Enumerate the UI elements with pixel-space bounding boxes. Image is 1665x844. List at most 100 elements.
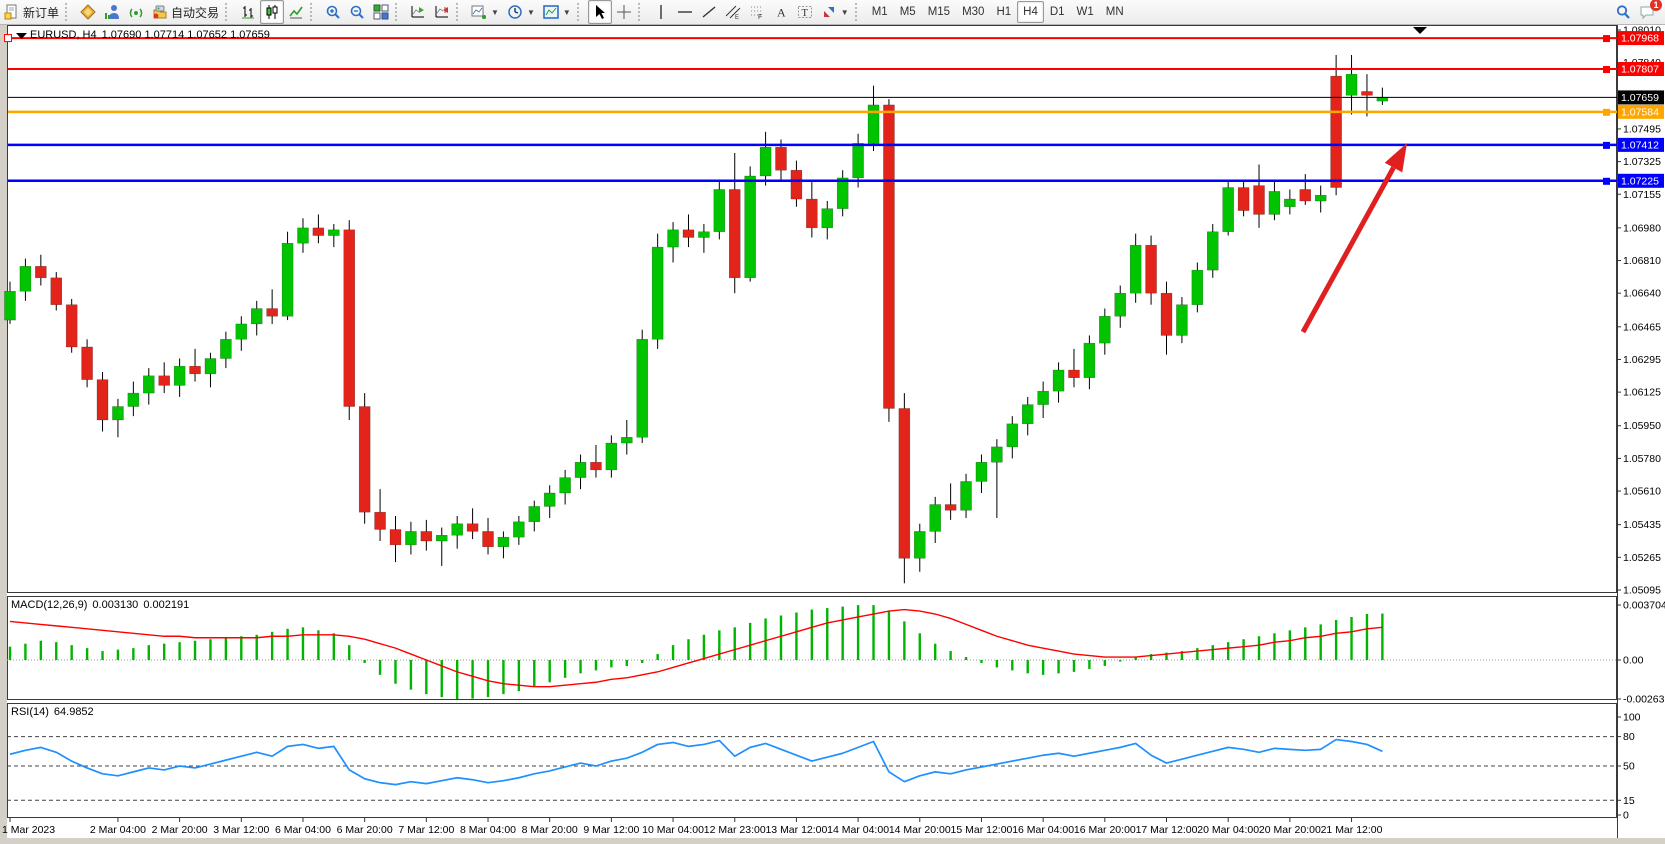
zoom-out-button[interactable] [345, 0, 369, 24]
timeframe-m30-button[interactable]: M30 [962, 6, 985, 18]
market-watch-button[interactable] [100, 0, 124, 24]
candle-up [713, 189, 726, 232]
candle-up [975, 461, 988, 482]
price-axis-background [1618, 25, 1665, 838]
arrows-icon [821, 4, 837, 20]
price-badge [1618, 31, 1664, 46]
time-label: 14 Mar 20:00 [889, 824, 951, 836]
candle-up [836, 177, 849, 209]
line-chart-button[interactable] [284, 0, 308, 24]
channel-icon: E [725, 4, 741, 20]
time-label: 21 Mar 12:00 [1321, 824, 1383, 836]
channel-button[interactable]: E [721, 0, 745, 24]
timeframe-d1-button[interactable]: D1 [1049, 6, 1065, 18]
svg-text:F: F [758, 14, 762, 20]
templates-button[interactable]: ▼ [539, 0, 575, 24]
candle-up [281, 242, 294, 317]
candle-down [682, 229, 695, 238]
periods-button[interactable]: ▼ [503, 0, 539, 24]
candle-up [821, 208, 834, 229]
cursor-button[interactable] [587, 0, 612, 24]
chart-window[interactable]: 1.080101.078401.074951.073251.071551.069… [0, 24, 1665, 844]
line-chart-icon [288, 4, 304, 20]
timeframe-mn-button[interactable]: MN [1105, 6, 1124, 18]
candle-down [65, 304, 78, 348]
time-label: 2 Mar 20:00 [152, 824, 208, 836]
chart-shift-marker[interactable] [1413, 27, 1427, 34]
subwindow-marker-icon[interactable] [16, 33, 27, 39]
arrows-button[interactable]: ▼ [817, 0, 853, 24]
red-arrow-shaft[interactable] [1300, 166, 1396, 334]
trendline-button[interactable] [697, 0, 721, 24]
price-tick-label: 1.05780 [1623, 453, 1661, 465]
chart-shift-icon [410, 4, 426, 20]
indicators-button[interactable]: ▼ [467, 0, 503, 24]
line-handle[interactable] [1603, 141, 1610, 149]
timeframe-w1-button[interactable]: W1 [1076, 6, 1094, 18]
price-badge-label: 1.07412 [1621, 139, 1659, 151]
search-button[interactable] [1611, 0, 1635, 24]
candle-down [944, 504, 957, 511]
toolbar-right-group: 1 [1611, 0, 1662, 24]
chevron-down-icon[interactable]: ▼ [526, 7, 535, 17]
line-handle[interactable] [1603, 65, 1610, 73]
rsi-line [9, 738, 1383, 786]
timeframe-h4-button[interactable]: H4 [1017, 1, 1044, 23]
line-handle[interactable] [1603, 35, 1610, 43]
zoom-out-icon [349, 4, 365, 20]
bar-chart-button[interactable] [236, 0, 260, 24]
price-tick-label: 1.05265 [1623, 552, 1661, 564]
timeframe-m1-button[interactable]: M1 [871, 6, 888, 18]
red-arrow-head[interactable] [1384, 143, 1407, 173]
time-label: 15 Mar 12:00 [951, 824, 1013, 836]
timeframe-m15-button[interactable]: M15 [927, 6, 951, 18]
signals-icon [128, 4, 144, 20]
chevron-down-icon[interactable]: ▼ [562, 7, 571, 17]
candle-up [1207, 231, 1219, 271]
candle-up [1021, 404, 1034, 425]
rsi-tick-label: 80 [1623, 731, 1635, 743]
signals-button[interactable] [124, 0, 148, 24]
candle-up [621, 437, 633, 444]
line-handle[interactable] [4, 34, 12, 43]
tile-windows-button[interactable] [369, 0, 393, 24]
candlestick-chart-button[interactable] [260, 0, 285, 24]
chart-background [7, 25, 1617, 838]
fibonacci-button[interactable]: F [745, 0, 769, 24]
candle-up [297, 227, 309, 244]
candle-down [482, 531, 494, 548]
crosshair-button[interactable] [612, 0, 636, 24]
autotrade-button[interactable]: 自动交易 [148, 0, 223, 24]
timeframe-h1-button[interactable]: H1 [996, 6, 1012, 18]
time-label: 1 Mar 2023 [2, 824, 55, 836]
chat-button[interactable]: 1 [1635, 0, 1662, 24]
price-badge-label: 1.07225 [1621, 175, 1659, 187]
rsi-indicator-label: RSI(14) 64.9852 [11, 706, 94, 718]
line-handle[interactable] [1603, 177, 1610, 185]
new-order-button[interactable]: 新订单 [0, 0, 63, 24]
price-tick-label: 1.07325 [1623, 156, 1661, 168]
time-label: 7 Mar 12:00 [398, 824, 454, 836]
cursor-icon [592, 4, 608, 20]
price-tick-label: 1.05095 [1623, 584, 1661, 596]
candle-down [1330, 75, 1342, 188]
price-tick-label: 1.07495 [1623, 123, 1661, 135]
market-button[interactable] [76, 0, 100, 24]
chart-autoscroll-button[interactable] [430, 0, 454, 24]
vertical-line-button[interactable] [649, 0, 673, 24]
text-button[interactable]: A [769, 0, 793, 24]
chevron-down-icon[interactable]: ▼ [840, 7, 849, 17]
candle-down [35, 266, 47, 279]
notification-badge: 1 [1650, 0, 1662, 11]
label-button[interactable]: T [793, 0, 817, 24]
chart-shift-button[interactable] [406, 0, 430, 24]
line-handle[interactable] [1603, 108, 1610, 116]
price-badge [1618, 173, 1664, 188]
horizontal-line-button[interactable] [673, 0, 697, 24]
chevron-down-icon[interactable]: ▼ [491, 7, 499, 17]
zoom-in-button[interactable] [321, 0, 345, 24]
timeframe-m5-button[interactable]: M5 [899, 6, 916, 18]
periods-icon [507, 4, 523, 20]
chart-canvas[interactable]: 1.080101.078401.074951.073251.071551.069… [0, 24, 1665, 844]
candle-up [19, 266, 32, 292]
